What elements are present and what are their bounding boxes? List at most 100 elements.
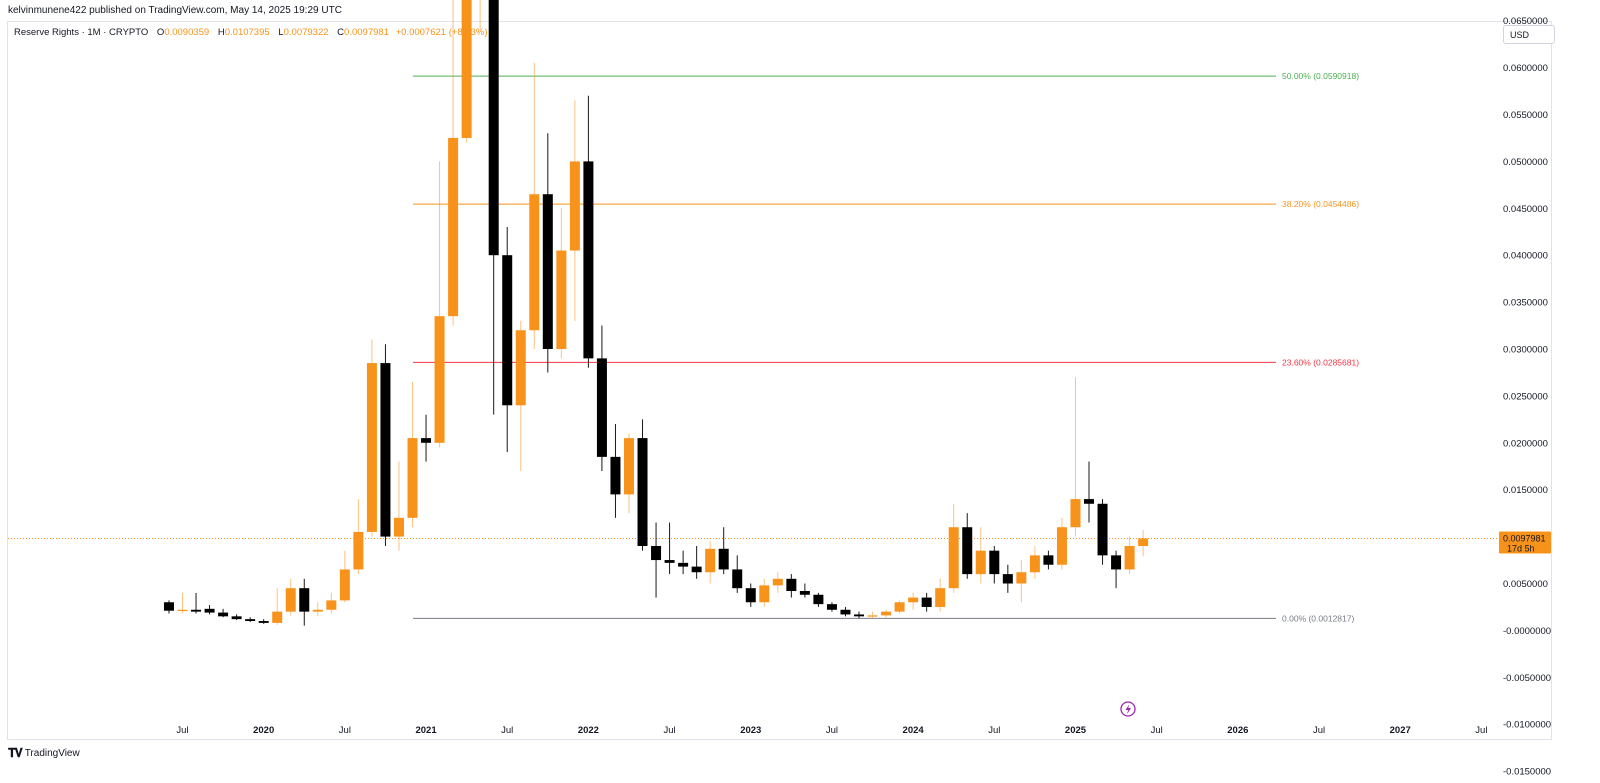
candle-body <box>245 619 256 622</box>
y-tick-label: 0.0150000 <box>1503 485 1548 496</box>
x-tick-label: 2022 <box>578 725 599 736</box>
candle-body <box>678 562 689 567</box>
candle-body <box>177 609 188 611</box>
x-tick-label: 2020 <box>253 725 274 736</box>
candle-body <box>502 255 513 406</box>
fib-level-label: 23.60% (0.0285681) <box>1282 357 1359 367</box>
candle-body <box>908 597 919 603</box>
low-label: L <box>278 27 284 38</box>
fib-level-label: 50.00% (0.0590918) <box>1282 71 1359 81</box>
fib-level-label: 0.00% (0.0012817) <box>1282 613 1354 623</box>
y-tick-label: 0.0300000 <box>1503 345 1548 356</box>
y-tick-label: 0.0650000 <box>1503 16 1548 27</box>
tradingview-logo[interactable]: 𝐓𝐕 TradingView <box>8 746 80 761</box>
x-tick-label: 2025 <box>1065 725 1087 736</box>
candle-body <box>339 569 350 601</box>
candle-body <box>881 611 892 616</box>
candle-body <box>732 569 743 589</box>
x-tick-label: Jul <box>826 725 838 736</box>
candle-body <box>813 594 824 605</box>
candle-body <box>596 358 607 457</box>
candle-body <box>231 616 242 620</box>
candle-body <box>745 588 756 603</box>
candle-body <box>204 608 215 613</box>
chart-frame <box>7 21 1552 740</box>
y-tick-label: 0.0450000 <box>1503 204 1548 215</box>
price-tag-countdown: 17d 5h <box>1507 543 1535 553</box>
y-tick-label: -0.0050000 <box>1503 673 1551 684</box>
candle-body <box>786 578 797 592</box>
open-label: O <box>156 27 165 38</box>
candle-body <box>529 194 540 331</box>
x-tick-label: 2023 <box>740 725 761 736</box>
x-tick-label: 2021 <box>415 725 437 736</box>
candle-body <box>515 330 526 406</box>
candle-body <box>1056 527 1067 565</box>
x-tick-label: Jul <box>339 725 351 736</box>
symbol-legend: Reserve Rights · 1M · CRYPTO O0.0090359 … <box>14 27 488 38</box>
y-tick-label: 0.0200000 <box>1503 438 1548 449</box>
candle-body <box>583 161 594 359</box>
candle-body <box>718 548 729 570</box>
high-value: 0.0107395 <box>224 27 270 38</box>
candle-body <box>421 438 432 443</box>
candle-body <box>975 550 986 575</box>
symbol-title[interactable]: Reserve Rights · 1M · CRYPTO <box>14 27 149 38</box>
candle-body <box>759 585 770 603</box>
fib-level-label: 38.20% (0.0454486) <box>1282 199 1359 209</box>
candle-body <box>1002 574 1013 584</box>
x-tick-label: Jul <box>1151 725 1163 736</box>
y-tick-label: -0.0150000 <box>1503 767 1551 778</box>
candle-body <box>1138 538 1149 546</box>
candle-body <box>488 0 499 256</box>
low-value: 0.0079322 <box>283 27 329 38</box>
candle-body <box>664 560 675 563</box>
candle-body <box>326 600 337 610</box>
x-tick-label: Jul <box>176 725 188 736</box>
candle-body <box>1111 555 1122 570</box>
candle-body <box>772 578 783 586</box>
x-tick-label: Jul <box>988 725 1000 736</box>
y-tick-label: 0.0550000 <box>1503 110 1548 121</box>
close-value: 0.0097981 <box>344 27 389 38</box>
change-value: +0.0007621 (+8.43%) <box>395 27 488 38</box>
x-tick-label: 2026 <box>1227 725 1248 736</box>
x-tick-label: Jul <box>1475 725 1487 736</box>
candle-body <box>569 161 580 251</box>
candle-body <box>272 611 283 623</box>
candle-body <box>434 316 445 443</box>
candle-body <box>1016 572 1027 584</box>
candle-body <box>407 438 418 518</box>
open-value: 0.0090359 <box>164 27 210 38</box>
candle-body <box>1124 545 1135 570</box>
candle-body <box>1097 503 1108 556</box>
candle-body <box>556 250 567 349</box>
candle-body <box>258 621 269 623</box>
y-tick-label: 0.0400000 <box>1503 251 1548 262</box>
candle-body <box>691 566 702 573</box>
candle-body <box>393 517 404 537</box>
y-tick-label: 0.0350000 <box>1503 298 1548 309</box>
candle-body <box>353 531 364 570</box>
candle-body <box>651 545 662 561</box>
candle-body <box>299 588 310 612</box>
candle-body <box>1029 555 1040 573</box>
y-tick-label: 0.0500000 <box>1503 157 1548 168</box>
candle-body <box>921 597 932 607</box>
candle-body <box>826 604 837 610</box>
candle-body <box>623 438 634 495</box>
candle-body <box>948 527 959 589</box>
x-tick-label: 2024 <box>903 725 925 736</box>
candle-body <box>1043 555 1054 565</box>
x-tick-label: Jul <box>664 725 676 736</box>
y-tick-label: 0.0050000 <box>1503 579 1548 590</box>
candle-body <box>1084 499 1095 504</box>
close-label: C <box>337 27 345 38</box>
y-tick-label: -0.0100000 <box>1503 720 1551 731</box>
currency-button[interactable]: USD <box>1503 25 1555 44</box>
candle-body <box>989 550 1000 575</box>
candle-body <box>894 602 905 612</box>
price-tag-box <box>1499 531 1551 554</box>
candle-body <box>191 609 202 612</box>
